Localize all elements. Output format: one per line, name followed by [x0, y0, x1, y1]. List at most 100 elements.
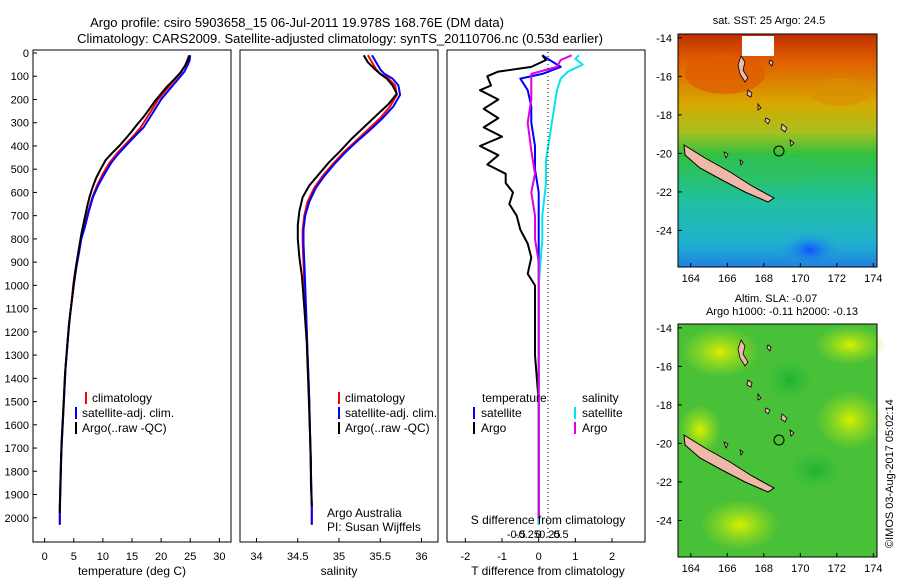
x-tick-label: 35.5 — [370, 551, 391, 563]
x-tick-label: 1 — [572, 551, 578, 563]
sla-map-ticks: -14 -16 -18 -20 -22 -24 164 166 168 170 172 174 — [656, 323, 882, 575]
sla-high-patch — [680, 326, 760, 378]
x-tick-label: 2 — [609, 551, 615, 563]
lon-tick-label: 172 — [828, 273, 846, 285]
sst-cold-patch — [780, 232, 840, 268]
series-line-satellite-adj-clim- — [302, 54, 402, 525]
legend-label-climatology: climatology — [345, 391, 405, 405]
depth-tick-label: 1400 — [5, 373, 29, 385]
s-tick-label: -0.5 — [507, 529, 526, 541]
float-position-marker — [773, 434, 785, 446]
depth-tick-label: 1000 — [5, 280, 29, 292]
lat-tick-label: -16 — [656, 71, 672, 83]
series-line-t-satellite — [519, 54, 562, 525]
depth-tick-label: 300 — [11, 118, 29, 130]
sla-map-frame — [677, 323, 878, 558]
sst-map-frame — [677, 33, 878, 268]
sla-high-patch — [816, 390, 884, 450]
small-islands — [746, 344, 772, 415]
depth-tick-label: 1200 — [5, 327, 29, 339]
title-line-1: Argo profile: csiro 5903658_15 06-Jul-20… — [90, 15, 504, 30]
sla-high-patch — [814, 325, 886, 365]
legend-label-satellite: satellite-adj. clim. — [345, 406, 437, 420]
new-caledonia-island — [683, 144, 775, 203]
lat-tick-label: -16 — [656, 361, 672, 373]
series-line-argo-raw-qc- — [296, 54, 398, 507]
series-line-t-argo — [479, 54, 547, 518]
lon-tick-label: 172 — [828, 563, 846, 575]
depth-tick-label: 0 — [23, 48, 29, 60]
lat-tick-label: -20 — [656, 148, 672, 160]
credit-pi: PI: Susan Wijffels — [327, 520, 421, 534]
x-tick-label: 0 — [42, 551, 48, 563]
x-tick-label: 35 — [333, 551, 345, 563]
depth-tick-label: 800 — [11, 234, 29, 246]
lat-tick-label: -22 — [656, 477, 672, 489]
depth-tick-label: 700 — [11, 211, 29, 223]
depth-tick-label: 1800 — [5, 466, 29, 478]
sla-map-title-2: Argo h1000: -0.11 h2000: -0.13 — [706, 306, 858, 318]
sla-low-patch — [787, 450, 843, 490]
x-tick-label: 15 — [126, 551, 138, 563]
small-islands — [723, 413, 795, 457]
x-tick-label: -1 — [497, 551, 507, 563]
sst-missing-data — [742, 36, 774, 56]
small-islands — [723, 123, 795, 167]
x-tick-label: -2 — [460, 551, 470, 563]
x-tick-label: 34.5 — [287, 551, 308, 563]
depth-tick-label: 2000 — [5, 513, 29, 525]
depth-tick-label: 1300 — [5, 350, 29, 362]
lat-tick-label: -24 — [656, 225, 672, 237]
lon-tick-label: 166 — [718, 563, 736, 575]
legend-salinity-title: salinity — [582, 391, 619, 405]
depth-tick-label: 600 — [11, 187, 29, 199]
lon-tick-label: 174 — [864, 273, 882, 285]
depth-tick-label: 1500 — [5, 397, 29, 409]
difference-xlabel: T difference from climatology — [471, 564, 625, 578]
difference-panel-frame — [446, 49, 646, 543]
vanuatu-islands — [737, 339, 749, 367]
temperature-xlabel: temperature (deg C) — [78, 564, 186, 578]
s-tick-label: 0 — [536, 529, 542, 541]
lat-tick-label: -14 — [656, 323, 672, 335]
legend-label-s-argo: Argo — [582, 421, 608, 435]
lon-tick-label: 174 — [864, 563, 882, 575]
x-tick-label: 34 — [250, 551, 262, 563]
series-line-satellite-adj-clim- — [58, 55, 192, 525]
legend-temperature-title: temperature — [482, 391, 547, 405]
sst-map-ticks: -14 -16 -18 -20 -22 -24 164 166 168 170 172 174 — [656, 33, 882, 285]
lon-tick-label: 164 — [682, 273, 700, 285]
salinity-lines — [296, 54, 402, 525]
depth-tick-label: 1100 — [5, 304, 29, 316]
sla-high-patch — [700, 499, 780, 551]
lat-tick-label: -18 — [656, 400, 672, 412]
depth-tick-label: 1700 — [5, 443, 29, 455]
s-tick-label: -0.25 — [515, 529, 540, 541]
lon-tick-label: 170 — [791, 273, 809, 285]
legend-label-argo: Argo(..raw -QC) — [82, 421, 167, 435]
vanuatu-islands — [737, 55, 749, 83]
legend-label-argo: Argo(..raw -QC) — [345, 421, 430, 435]
legend-label-t-argo: Argo — [481, 421, 507, 435]
legend-label-t-satellite: satellite — [481, 406, 522, 420]
temperature-axis: 0 5 10 15 20 25 30 — [42, 538, 225, 563]
x-tick-label: 20 — [155, 551, 167, 563]
s-tick-label: 0.25 — [539, 529, 560, 541]
lon-tick-label: 168 — [755, 563, 773, 575]
x-tick-label: 10 — [97, 551, 109, 563]
depth-tick-label: 400 — [11, 141, 29, 153]
lat-tick-label: -14 — [656, 33, 672, 45]
lat-tick-label: -20 — [656, 438, 672, 450]
legend-label-climatology: climatology — [92, 391, 152, 405]
salinity-panel-frame — [239, 49, 439, 543]
salinity-legend: climatology satellite-adj. clim. Argo(..… — [338, 391, 437, 435]
difference-lines — [479, 54, 584, 525]
sla-low-patch — [766, 358, 814, 402]
title-line-2: Climatology: CARS2009. Satellite-adjuste… — [77, 31, 603, 46]
new-caledonia-island — [683, 434, 775, 493]
lat-tick-label: -18 — [656, 110, 672, 122]
depth-tick-label: 1600 — [5, 420, 29, 432]
lon-tick-label: 164 — [682, 563, 700, 575]
sla-map-title-1: Altim. SLA: -0.07 — [735, 293, 818, 305]
